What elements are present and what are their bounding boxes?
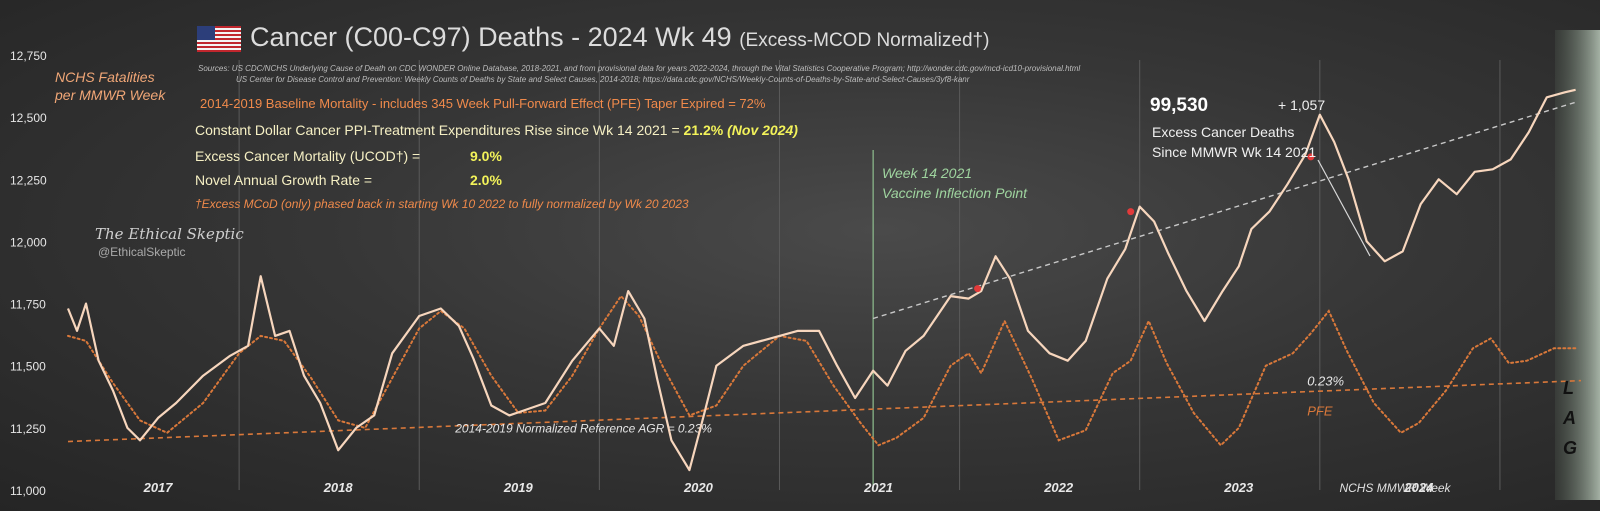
- x-tick-label: 2017: [143, 480, 174, 495]
- growth-label: Novel Annual Growth Rate =: [195, 172, 373, 188]
- excess-deaths-caption: Excess Cancer Deaths Since MMWR Wk 14 202…: [1152, 122, 1372, 162]
- lag-letter-l: L: [1563, 378, 1574, 398]
- excess-value: 9.0%: [470, 148, 502, 164]
- excess-caption-line-2: Since MMWR Wk 14 2021: [1152, 144, 1317, 160]
- excess-deaths-value: 99,530: [1150, 95, 1209, 116]
- y-tick-label: 12,250: [10, 173, 47, 187]
- excess-marker-1: [1127, 208, 1135, 216]
- y-tick-label: 11,000: [10, 484, 46, 498]
- reference-agr-trendline: [67, 379, 1582, 443]
- excess-marker-0: [974, 285, 982, 293]
- title-main: Cancer (C00-C97) Deaths - 2024 Wk 49: [250, 22, 732, 52]
- source-line-1: Sources: US CDC/NCHS Underlying Cause of…: [198, 64, 1081, 73]
- vaccine-annotation: Week 14 2021 Vaccine Inflection Point: [882, 163, 1027, 203]
- lag-band: [1555, 30, 1600, 500]
- y-axis-label-1: NCHS Fatalities: [55, 69, 155, 85]
- x-tick-label: 2020: [683, 480, 714, 495]
- y-tick-label: 12,000: [10, 235, 47, 249]
- baseline-note: 2014-2019 Baseline Mortality - includes …: [200, 96, 766, 111]
- ppi-value: 21.2%: [683, 122, 724, 138]
- excess-caption-line-1: Excess Cancer Deaths: [1152, 124, 1295, 140]
- reference-label: 2014-2019 Normalized Reference AGR = 0.2…: [454, 421, 712, 435]
- excess-label: Excess Cancer Mortality (UCOD†) =: [195, 148, 421, 164]
- lag-letter-g: G: [1563, 438, 1578, 458]
- brand-logo: The Ethical Skeptic: [95, 225, 244, 243]
- x-tick-label: 2019: [503, 480, 534, 495]
- growth-value: 2.0%: [470, 172, 502, 188]
- title-sub: (Excess-MCOD Normalized†): [739, 30, 990, 51]
- y-tick-label: 12,750: [10, 49, 47, 63]
- excess-deaths-increment: + 1,057: [1278, 97, 1326, 113]
- vaccine-line-2: Vaccine Inflection Point: [882, 185, 1028, 201]
- source-line-2: US Center for Disease Control and Preven…: [236, 75, 970, 84]
- lag-letter-a: A: [1563, 408, 1576, 428]
- x-tick-label: 2022: [1043, 480, 1074, 495]
- brand-handle: @EthicalSkeptic: [98, 245, 186, 259]
- ppi-date: (Nov 2024): [727, 122, 798, 138]
- pfe-series-line: [67, 294, 1577, 447]
- excess-trendline: [872, 101, 1576, 320]
- callout-pointer-line: [1317, 159, 1371, 257]
- footnote: †Excess MCoD (only) phased back in start…: [195, 197, 689, 211]
- y-tick-label: 11,250: [10, 422, 46, 436]
- ppi-note: Constant Dollar Cancer PPI-Treatment Exp…: [195, 122, 798, 138]
- us-flag-icon: [197, 26, 241, 52]
- x-tick-label: 2018: [323, 480, 354, 495]
- x-tick-label: 2023: [1223, 480, 1254, 495]
- y-tick-label: 11,750: [10, 298, 46, 312]
- y-tick-label: 11,500: [10, 360, 46, 374]
- y-axis-label-2: per MMWR Week: [55, 87, 166, 103]
- x-axis-label: NCHS MMWR Week: [1339, 481, 1451, 495]
- pfe-label: PFE: [1307, 403, 1333, 418]
- y-tick-label: 12,500: [10, 111, 47, 125]
- x-tick-label: 2024: [1403, 480, 1434, 495]
- agr-right-label: 0.23%: [1307, 374, 1344, 389]
- actual-series-line: [66, 88, 1576, 472]
- ppi-label: Constant Dollar Cancer PPI-Treatment Exp…: [195, 122, 684, 138]
- x-tick-label: 2021: [863, 480, 893, 495]
- chart-title: Cancer (C00-C97) Deaths - 2024 Wk 49 (Ex…: [250, 22, 989, 53]
- vaccine-line-1: Week 14 2021: [882, 165, 973, 181]
- excess-marker-2: [1307, 153, 1315, 161]
